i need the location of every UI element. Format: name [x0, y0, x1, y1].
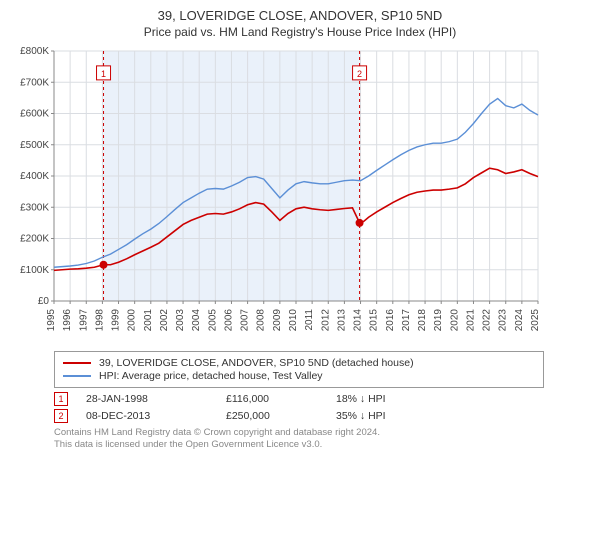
legend-row: HPI: Average price, detached house, Test…: [63, 370, 535, 382]
data-point-pct: 35% ↓ HPI: [336, 410, 456, 422]
svg-text:2008: 2008: [256, 309, 267, 332]
legend-label: 39, LOVERIDGE CLOSE, ANDOVER, SP10 5ND (…: [99, 357, 414, 369]
svg-text:2007: 2007: [240, 309, 251, 332]
svg-text:2023: 2023: [498, 309, 509, 332]
data-point-price: £250,000: [226, 410, 336, 422]
svg-text:1998: 1998: [94, 309, 105, 332]
data-point-pct: 18% ↓ HPI: [336, 393, 456, 405]
svg-text:2020: 2020: [449, 309, 460, 332]
svg-text:2025: 2025: [530, 309, 541, 332]
svg-text:2018: 2018: [417, 309, 428, 332]
svg-text:2019: 2019: [433, 309, 444, 332]
svg-text:2022: 2022: [482, 309, 493, 332]
svg-text:2009: 2009: [272, 309, 283, 332]
svg-text:£500K: £500K: [20, 140, 49, 151]
svg-text:£100K: £100K: [20, 265, 49, 276]
svg-text:2011: 2011: [304, 309, 315, 331]
svg-text:2001: 2001: [143, 309, 154, 332]
svg-text:£700K: £700K: [20, 77, 49, 88]
svg-text:£600K: £600K: [20, 109, 49, 120]
svg-text:1999: 1999: [111, 309, 122, 332]
svg-text:2000: 2000: [127, 309, 138, 332]
data-point-date: 08-DEC-2013: [86, 410, 226, 422]
page-title: 39, LOVERIDGE CLOSE, ANDOVER, SP10 5ND: [8, 8, 592, 23]
svg-text:2004: 2004: [191, 309, 202, 332]
svg-text:2014: 2014: [353, 309, 364, 332]
svg-text:2024: 2024: [514, 309, 525, 332]
marker-number-box: 1: [54, 392, 68, 406]
data-point-row: 1 28-JAN-1998£116,00018% ↓ HPI: [54, 392, 592, 406]
svg-text:2002: 2002: [159, 309, 170, 332]
line-chart: £0 £100K £200K £300K £400K £500K £600K £700K £80…: [8, 45, 548, 345]
svg-text:£400K: £400K: [20, 171, 49, 182]
legend-swatch: [63, 375, 91, 377]
page-subtitle: Price paid vs. HM Land Registry's House …: [8, 25, 592, 39]
legend-row: 39, LOVERIDGE CLOSE, ANDOVER, SP10 5ND (…: [63, 357, 535, 369]
svg-text:2003: 2003: [175, 309, 186, 332]
data-point-price: £116,000: [226, 393, 336, 405]
svg-text:£800K: £800K: [20, 46, 49, 57]
marker-number-box: 2: [54, 409, 68, 423]
svg-text:1997: 1997: [78, 309, 89, 332]
footnote-line2: This data is licensed under the Open Gov…: [54, 439, 322, 450]
svg-text:£200K: £200K: [20, 234, 49, 245]
svg-text:1995: 1995: [46, 309, 57, 332]
svg-text:2013: 2013: [336, 309, 347, 332]
svg-text:1996: 1996: [62, 309, 73, 332]
data-points-table: 1 28-JAN-1998£116,00018% ↓ HPI 2 08-DEC-201…: [54, 392, 592, 423]
svg-text:2012: 2012: [320, 309, 331, 332]
svg-text:2006: 2006: [223, 309, 234, 332]
footnote: Contains HM Land Registry data © Crown c…: [54, 427, 592, 452]
svg-text:1: 1: [101, 69, 106, 79]
svg-text:2015: 2015: [369, 309, 380, 332]
svg-text:£0: £0: [38, 296, 50, 307]
svg-text:2: 2: [357, 69, 362, 79]
svg-text:2005: 2005: [207, 309, 218, 332]
chart-container: £0 £100K £200K £300K £400K £500K £600K £700K £80…: [8, 45, 592, 345]
legend-swatch: [63, 362, 91, 364]
footnote-line1: Contains HM Land Registry data © Crown c…: [54, 427, 380, 438]
legend: 39, LOVERIDGE CLOSE, ANDOVER, SP10 5ND (…: [54, 351, 544, 388]
data-point-row: 2 08-DEC-2013£250,00035% ↓ HPI: [54, 409, 592, 423]
svg-text:2010: 2010: [288, 309, 299, 332]
svg-text:2017: 2017: [401, 309, 412, 332]
data-point-date: 28-JAN-1998: [86, 393, 226, 405]
svg-text:£300K: £300K: [20, 202, 49, 213]
svg-text:2016: 2016: [385, 309, 396, 332]
legend-label: HPI: Average price, detached house, Test…: [99, 370, 323, 382]
svg-text:2021: 2021: [465, 309, 476, 332]
